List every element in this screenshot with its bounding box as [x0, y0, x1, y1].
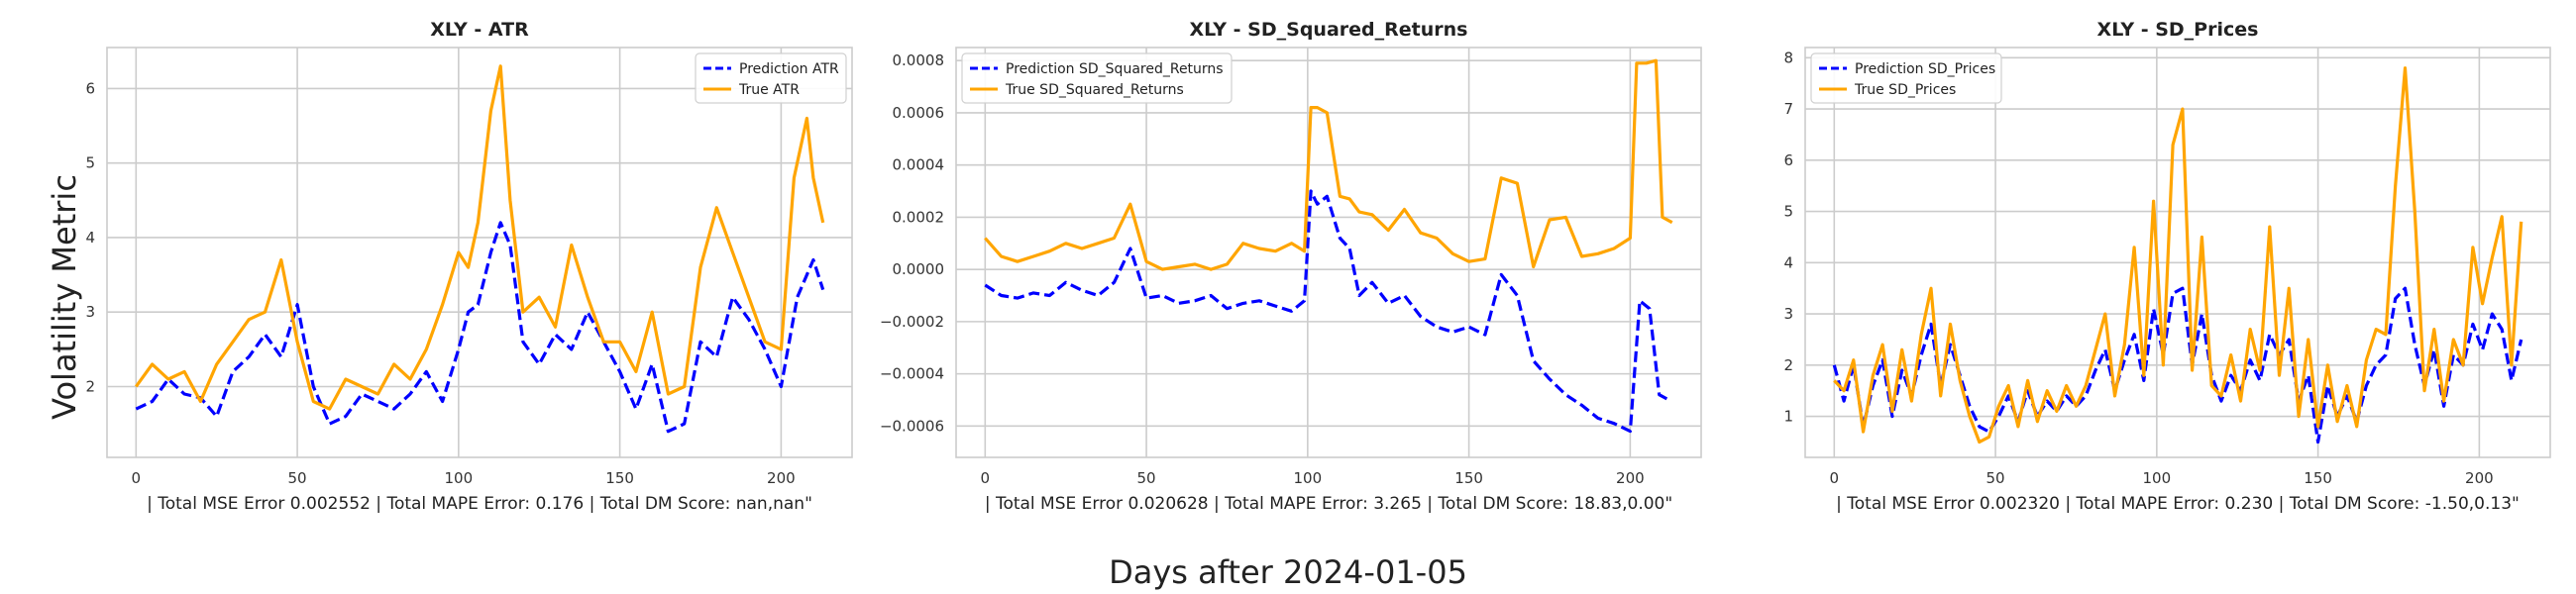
y-tick-label: 1 [1783, 408, 1793, 426]
y-tick-label: 0.0002 [893, 208, 945, 226]
y-tick-label: 0.0006 [893, 104, 945, 122]
x-tick-label: 0 [1830, 469, 1840, 487]
chart-footer-metrics: | Total MSE Error 0.020628 | Total MAPE … [985, 494, 1672, 514]
y-tick-label: 3 [1783, 305, 1793, 323]
x-tick-label: 50 [288, 469, 307, 487]
true-series-line [1833, 66, 2523, 445]
prediction-series-line [1832, 286, 2523, 445]
prediction-series-line [135, 221, 825, 434]
y-tick-label: 0.0008 [893, 51, 945, 69]
y-tick-label: 2 [85, 377, 95, 395]
x-tick-label: 200 [1616, 469, 1645, 487]
x-tick-label: 0 [132, 469, 142, 487]
chart-title: XLY - SD_Squared_Returns [1190, 19, 1468, 41]
y-tick-label: 0.0000 [893, 260, 945, 278]
legend-label: True SD_Prices [1854, 82, 1956, 98]
legend-label: True SD_Squared_Returns [1005, 82, 1184, 98]
chart-title: XLY - ATR [430, 19, 529, 41]
chart-panel: 0 50 100 150 200 −0.0006 −0.0004 −0.0002 0.0000 0… [880, 19, 1702, 514]
x-tick-label: 50 [1137, 469, 1156, 487]
chart-footer-metrics: | Total MSE Error 0.002552 | Total MAPE … [147, 494, 812, 514]
x-tick-label: 100 [2143, 469, 2172, 487]
legend-label: True ATR [738, 82, 800, 98]
true-series-line [984, 58, 1673, 271]
legend-label: Prediction SD_Prices [1855, 61, 1995, 77]
prediction-series-line [984, 189, 1670, 434]
y-tick-label: 5 [1783, 203, 1793, 221]
chart-panel: 0 50 100 150 200 2 3 4 5 6 XLY - ATR | Total MSE Er… [85, 19, 853, 514]
chart-legend: Prediction SD_Prices True SD_Prices [1810, 52, 2002, 104]
x-tick-label: 150 [2304, 469, 2332, 487]
y-tick-label: 8 [1783, 49, 1793, 66]
x-tick-label: 200 [2465, 469, 2494, 487]
y-tick-label: −0.0006 [880, 417, 944, 435]
legend-box [1810, 52, 2002, 104]
y-tick-label: 4 [1783, 253, 1793, 271]
y-tick-label: 4 [85, 229, 95, 247]
y-tick-label: 5 [85, 154, 95, 172]
chart-footer-metrics: | Total MSE Error 0.002320 | Total MAPE … [1836, 494, 2520, 514]
y-tick-label: 2 [1783, 356, 1793, 374]
true-series-line [135, 64, 825, 411]
legend-label: Prediction ATR [739, 61, 839, 77]
y-tick-label: 6 [1783, 151, 1793, 169]
figure-xlabel: Days after 2024-01-05 [1109, 553, 1467, 591]
y-tick-label: 6 [85, 79, 95, 97]
plot-frame [1804, 47, 2551, 458]
x-tick-label: 50 [1986, 469, 2005, 487]
x-tick-label: 100 [1294, 469, 1323, 487]
x-tick-label: 150 [605, 469, 634, 487]
y-tick-label: 7 [1783, 100, 1793, 118]
figure-ylabel: Volatility Metric [46, 174, 83, 420]
legend-box [961, 52, 1233, 104]
x-tick-label: 100 [445, 469, 474, 487]
y-tick-label: 3 [85, 303, 95, 321]
y-tick-label: −0.0002 [880, 313, 944, 331]
x-tick-label: 200 [767, 469, 796, 487]
y-tick-label: 0.0004 [893, 156, 945, 174]
plot-frame [106, 47, 853, 458]
chart-legend: Prediction ATR True ATR [695, 52, 847, 104]
legend-label: Prediction SD_Squared_Returns [1006, 61, 1224, 77]
plot-frame [955, 47, 1702, 458]
x-tick-label: 150 [1454, 469, 1483, 487]
chart-title: XLY - SD_Prices [2097, 19, 2259, 41]
y-tick-label: −0.0004 [880, 365, 944, 383]
legend-box [695, 52, 847, 104]
x-tick-label: 0 [981, 469, 991, 487]
chart-legend: Prediction SD_Squared_Returns True SD_Squ… [961, 52, 1233, 104]
chart-panel: 0 50 100 150 200 1 2 3 4 5 6 7 8 XLY - SD_Prices | Tot… [1783, 19, 2551, 514]
